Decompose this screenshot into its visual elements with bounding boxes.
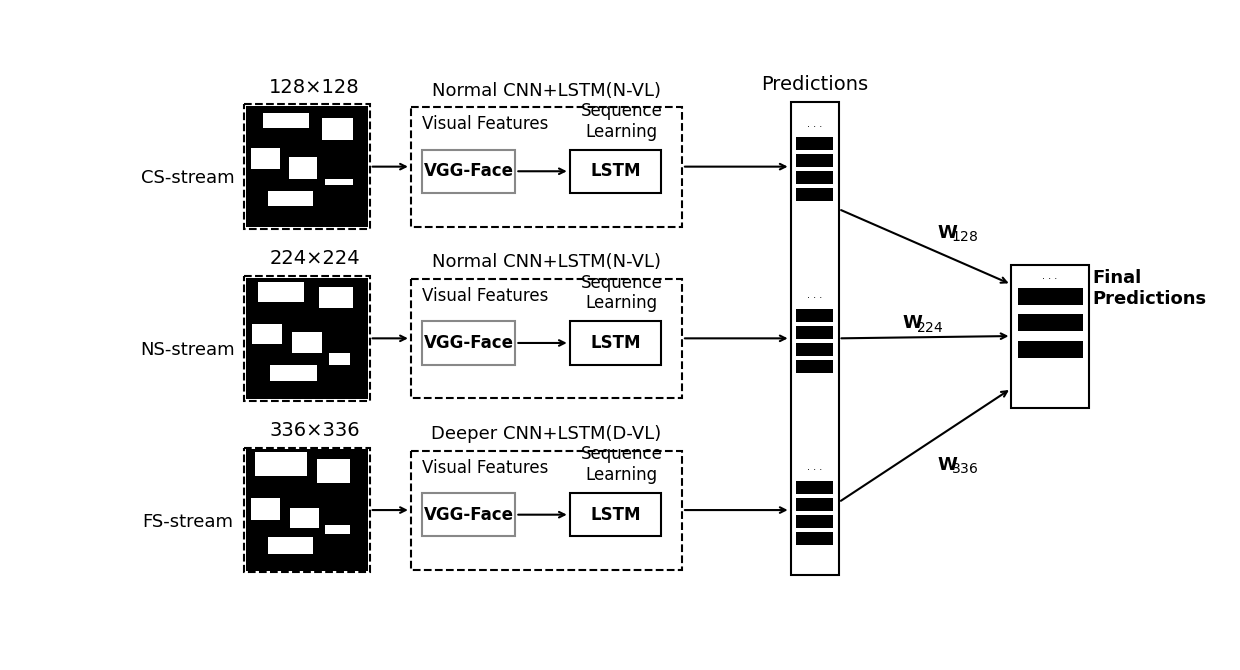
- Bar: [569, 493, 661, 536]
- Text: · · ·: · · ·: [807, 121, 822, 131]
- Text: Deeper CNN+LSTM(D-VL): Deeper CNN+LSTM(D-VL): [432, 425, 661, 443]
- Text: 128×128: 128×128: [269, 78, 360, 96]
- Polygon shape: [250, 498, 280, 520]
- Text: NS-stream: NS-stream: [140, 341, 234, 359]
- Bar: [796, 360, 833, 373]
- Bar: [410, 107, 682, 226]
- Bar: [1018, 340, 1083, 358]
- Text: Sequence
Learning: Sequence Learning: [580, 102, 662, 141]
- Text: LSTM: LSTM: [590, 334, 641, 352]
- Polygon shape: [263, 113, 309, 128]
- Text: $224$: $224$: [915, 321, 944, 335]
- Bar: [796, 326, 833, 339]
- Text: VGG-Face: VGG-Face: [424, 506, 513, 524]
- Text: Sequence
Learning: Sequence Learning: [580, 273, 662, 312]
- Text: Final
Predictions: Final Predictions: [1092, 269, 1207, 308]
- Text: Visual Features: Visual Features: [423, 115, 549, 133]
- Bar: [796, 309, 833, 322]
- Polygon shape: [325, 179, 353, 185]
- Text: $\mathbf{W}$: $\mathbf{W}$: [936, 456, 957, 474]
- Text: Normal CNN+LSTM(N-VL): Normal CNN+LSTM(N-VL): [432, 253, 661, 271]
- Text: $\mathbf{W}$: $\mathbf{W}$: [936, 224, 957, 242]
- Text: 224×224: 224×224: [269, 249, 360, 268]
- Text: LSTM: LSTM: [590, 162, 641, 180]
- Polygon shape: [321, 118, 353, 140]
- Bar: [796, 531, 833, 545]
- Polygon shape: [290, 508, 319, 529]
- Bar: [1012, 265, 1089, 407]
- Bar: [796, 188, 833, 201]
- Text: · · ·: · · ·: [807, 293, 822, 304]
- Text: Sequence
Learning: Sequence Learning: [580, 446, 662, 484]
- Bar: [244, 105, 370, 229]
- Text: Predictions: Predictions: [761, 75, 868, 94]
- Bar: [423, 493, 516, 536]
- Bar: [1018, 314, 1083, 332]
- Bar: [796, 481, 833, 494]
- Text: LSTM: LSTM: [590, 506, 641, 524]
- Polygon shape: [255, 452, 306, 476]
- Bar: [791, 102, 838, 575]
- Text: CS-stream: CS-stream: [140, 170, 234, 187]
- Bar: [246, 449, 368, 571]
- Polygon shape: [289, 157, 316, 179]
- Text: Visual Features: Visual Features: [423, 459, 549, 477]
- Polygon shape: [258, 282, 305, 302]
- Bar: [569, 149, 661, 193]
- Bar: [423, 149, 516, 193]
- Text: Visual Features: Visual Features: [423, 287, 549, 305]
- Bar: [796, 154, 833, 168]
- Bar: [246, 106, 368, 228]
- Text: 336×336: 336×336: [269, 421, 360, 440]
- Bar: [244, 276, 370, 401]
- Polygon shape: [268, 537, 312, 554]
- Bar: [244, 448, 370, 572]
- Bar: [410, 279, 682, 399]
- Bar: [246, 277, 368, 399]
- Text: VGG-Face: VGG-Face: [424, 334, 513, 352]
- Bar: [569, 322, 661, 364]
- Polygon shape: [270, 365, 316, 381]
- Text: Normal CNN+LSTM(N-VL): Normal CNN+LSTM(N-VL): [432, 82, 661, 100]
- Polygon shape: [250, 148, 280, 169]
- Text: · · ·: · · ·: [807, 465, 822, 475]
- Bar: [796, 343, 833, 356]
- Text: FS-stream: FS-stream: [143, 513, 233, 531]
- Text: $336$: $336$: [951, 462, 978, 476]
- Text: VGG-Face: VGG-Face: [424, 162, 513, 180]
- Bar: [796, 172, 833, 184]
- Text: · · ·: · · ·: [1043, 274, 1058, 284]
- Bar: [796, 498, 833, 511]
- Polygon shape: [316, 459, 350, 483]
- Bar: [796, 515, 833, 528]
- Polygon shape: [268, 191, 312, 206]
- Bar: [423, 322, 516, 364]
- Polygon shape: [325, 525, 350, 535]
- Polygon shape: [293, 332, 321, 353]
- Polygon shape: [252, 324, 283, 344]
- Bar: [410, 451, 682, 570]
- Polygon shape: [319, 287, 353, 308]
- Text: $128$: $128$: [951, 230, 978, 245]
- Bar: [796, 137, 833, 151]
- Polygon shape: [329, 353, 350, 365]
- Bar: [1018, 288, 1083, 306]
- Text: $\mathbf{W}$: $\mathbf{W}$: [901, 314, 923, 332]
